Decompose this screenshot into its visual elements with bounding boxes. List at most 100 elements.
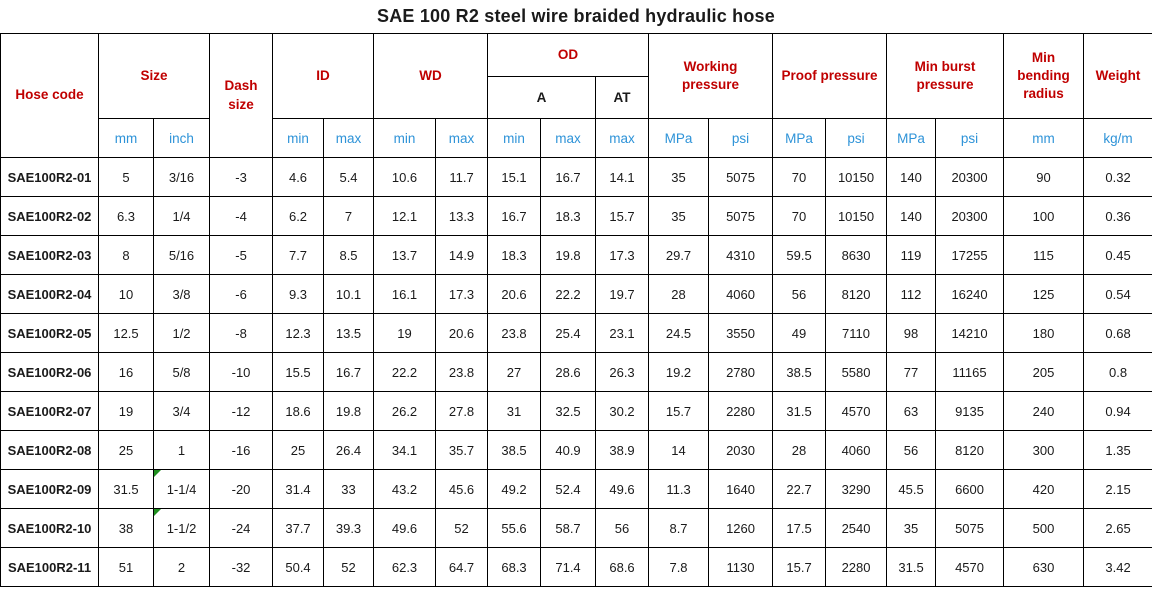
table-cell: 10150 <box>825 196 888 236</box>
table-cell: 9.3 <box>272 274 325 314</box>
unit-wd-min: min <box>373 118 437 158</box>
unit-wd-max: max <box>435 118 489 158</box>
header-size: Size <box>97 33 211 119</box>
table-cell: 23.8 <box>435 352 489 392</box>
table-cell: 28 <box>648 274 710 314</box>
table-cell: 28 <box>772 430 827 470</box>
table-cell: 34.1 <box>373 430 437 470</box>
table-cell: 19.2 <box>648 352 710 392</box>
table-cell: 33 <box>323 469 375 509</box>
comment-marker-triangle-icon <box>154 470 161 477</box>
table-cell: 0.36 <box>1083 196 1152 236</box>
table-cell: 4060 <box>825 430 888 470</box>
table-cell: 3.42 <box>1083 547 1152 587</box>
table-cell: 29.7 <box>648 235 710 275</box>
table-cell: 31.5 <box>772 391 827 431</box>
table-cell: 51 <box>98 547 154 587</box>
table-cell: 140 <box>886 157 937 197</box>
table-cell: 15.7 <box>595 196 650 236</box>
table-cell: 27 <box>487 352 542 392</box>
table-cell: 1-1/4 <box>152 469 211 509</box>
table-cell: 9135 <box>935 391 1005 431</box>
table-cell: 63 <box>886 391 937 431</box>
table-cell: 98 <box>886 313 937 353</box>
unit-wp-psi: psi <box>708 118 774 158</box>
table-cell: 1260 <box>708 508 774 548</box>
table-cell: 17.3 <box>595 235 650 275</box>
table-cell: 56 <box>595 508 650 548</box>
table-cell: 2280 <box>825 547 888 587</box>
table-cell: 23.8 <box>487 313 542 353</box>
header-weight: Weight <box>1083 33 1152 119</box>
table-row: SAE100R2-10 38 1-1/2 -24 37.7 39.3 49.6 52 55.6 5… <box>0 508 1152 548</box>
table-cell: 12.5 <box>98 313 154 353</box>
table-cell: 5/16 <box>152 235 211 275</box>
table-cell: 6600 <box>935 469 1005 509</box>
table-cell: 38.9 <box>595 430 650 470</box>
table-cell: 100 <box>1003 196 1085 236</box>
table-cell: 15.5 <box>272 352 325 392</box>
table-cell: 16.7 <box>487 196 542 236</box>
table-cell: 40.9 <box>540 430 597 470</box>
table-cell: 4570 <box>825 391 888 431</box>
hose-code-cell: SAE100R2-04 <box>0 274 99 314</box>
table-body: SAE100R2-01 5 3/16 -3 4.6 5.4 10.6 11.7 15.1 16.7… <box>0 157 1152 587</box>
table-row: SAE100R2-06 16 5/8 -10 15.5 16.7 22.2 23.8 27 28.… <box>0 352 1152 392</box>
table-cell: 3/16 <box>152 157 211 197</box>
table-cell: 19.7 <box>595 274 650 314</box>
table-cell: 7 <box>323 196 375 236</box>
table-cell: 6.2 <box>272 196 325 236</box>
unit-od-a-max: max <box>540 118 597 158</box>
table-cell: 28.6 <box>540 352 597 392</box>
table-cell: 10 <box>98 274 154 314</box>
table-cell: 35 <box>648 196 710 236</box>
table-cell: 17.3 <box>435 274 489 314</box>
table-cell: 8120 <box>935 430 1005 470</box>
hose-spec-table: Hose code Size Dash size ID WD OD Workin… <box>0 33 1152 587</box>
table-cell: 35.7 <box>435 430 489 470</box>
table-cell: 240 <box>1003 391 1085 431</box>
table-cell: 1/4 <box>152 196 211 236</box>
table-cell: 14.9 <box>435 235 489 275</box>
table-cell: 1640 <box>708 469 774 509</box>
unit-od-at-max: max <box>595 118 650 158</box>
table-cell: 0.94 <box>1083 391 1152 431</box>
table-cell: -20 <box>209 469 274 509</box>
table-cell: 15.7 <box>648 391 710 431</box>
table-cell: 25 <box>98 430 154 470</box>
table-cell: 38.5 <box>487 430 542 470</box>
header-working-pressure: Working pressure <box>648 33 774 119</box>
table-cell: 0.32 <box>1083 157 1152 197</box>
unit-size-mm: mm <box>98 118 154 158</box>
unit-id-min: min <box>272 118 325 158</box>
header-id: ID <box>272 33 375 119</box>
table-cell: 17.5 <box>772 508 827 548</box>
header-wd: WD <box>373 33 489 119</box>
table-cell: 10.1 <box>323 274 375 314</box>
table-cell: 50.4 <box>272 547 325 587</box>
table-cell: 4310 <box>708 235 774 275</box>
table-cell: -3 <box>209 157 274 197</box>
table-cell: 7.8 <box>648 547 710 587</box>
unit-bending-mm: mm <box>1003 118 1085 158</box>
table-cell: 13.5 <box>323 313 375 353</box>
table-row: SAE100R2-05 12.5 1/2 -8 12.3 13.5 19 20.6 23.8 25… <box>0 313 1152 353</box>
table-cell: 7110 <box>825 313 888 353</box>
table-cell: 8.5 <box>323 235 375 275</box>
table-cell: 56 <box>772 274 827 314</box>
table-row: SAE100R2-04 10 3/8 -6 9.3 10.1 16.1 17.3 20.6 22.… <box>0 274 1152 314</box>
table-cell: 20.6 <box>487 274 542 314</box>
table-cell: 19.8 <box>540 235 597 275</box>
table-cell: 0.45 <box>1083 235 1152 275</box>
table-row: SAE100R2-02 6.3 1/4 -4 6.2 7 12.1 13.3 16.7 18.3 1… <box>0 196 1152 236</box>
header-row-od-split: A AT <box>1 76 1152 119</box>
table-cell: 14.1 <box>595 157 650 197</box>
table-cell: 23.1 <box>595 313 650 353</box>
table-cell: 26.3 <box>595 352 650 392</box>
table-cell: 19 <box>373 313 437 353</box>
table-cell: 205 <box>1003 352 1085 392</box>
table-cell: -10 <box>209 352 274 392</box>
table-cell: 4060 <box>708 274 774 314</box>
table-cell: 35 <box>648 157 710 197</box>
table-header: Hose code Size Dash size ID WD OD Workin… <box>0 33 1152 158</box>
